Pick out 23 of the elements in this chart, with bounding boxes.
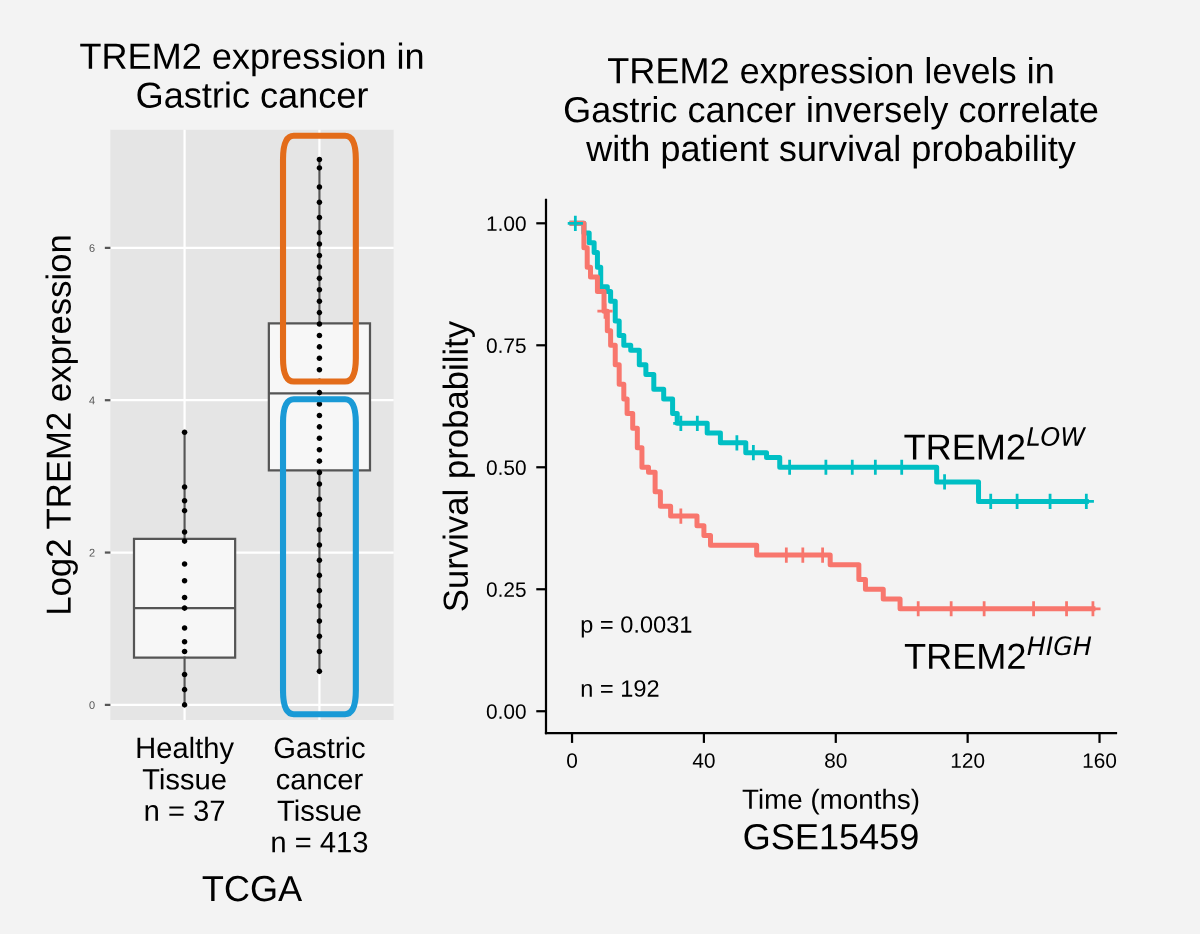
x-tick-label: 120 bbox=[951, 753, 985, 768]
text: GSE15459 bbox=[744, 823, 918, 850]
y-tick-label: 0.00 bbox=[486, 704, 526, 719]
chart-title: TREM2 expression in Gastric cancer bbox=[80, 42, 423, 108]
y-axis-title: Survival probability bbox=[442, 320, 475, 611]
x-axis-title: TCGA bbox=[202, 875, 303, 902]
series-label: TREM2$^{HIGH}$ bbox=[904, 636, 1092, 669]
y-tick-label: 0.25 bbox=[486, 582, 526, 597]
y-tick-label: 0.50 bbox=[486, 460, 526, 476]
x-tick-label: 0 bbox=[567, 753, 578, 768]
x-tick-label: Healthy Tissue n = 37 bbox=[137, 736, 234, 822]
x-tick-label: Gastric cancer Tissue n = 413 bbox=[272, 736, 368, 853]
x-tick-label: 160 bbox=[1083, 753, 1117, 768]
chart-title: TREM2 expression levels in Gastric cancer inversely correlate with patient survival probability bbox=[564, 57, 1098, 169]
x-tick-label: 40 bbox=[692, 753, 715, 768]
x-axis-title: Time (months) bbox=[742, 788, 919, 815]
y-tick-label: 1.00 bbox=[487, 216, 526, 232]
annotation: p = 0.0031 bbox=[581, 616, 692, 638]
y-axis-title: Log2 TREM2 expression bbox=[45, 236, 78, 613]
y-tick-label: 0.75 bbox=[486, 338, 526, 354]
x-tick-label: 80 bbox=[825, 753, 847, 768]
series-label: TREM2$^{LOW}$ bbox=[904, 426, 1087, 460]
annotation: n = 192 bbox=[581, 680, 659, 697]
